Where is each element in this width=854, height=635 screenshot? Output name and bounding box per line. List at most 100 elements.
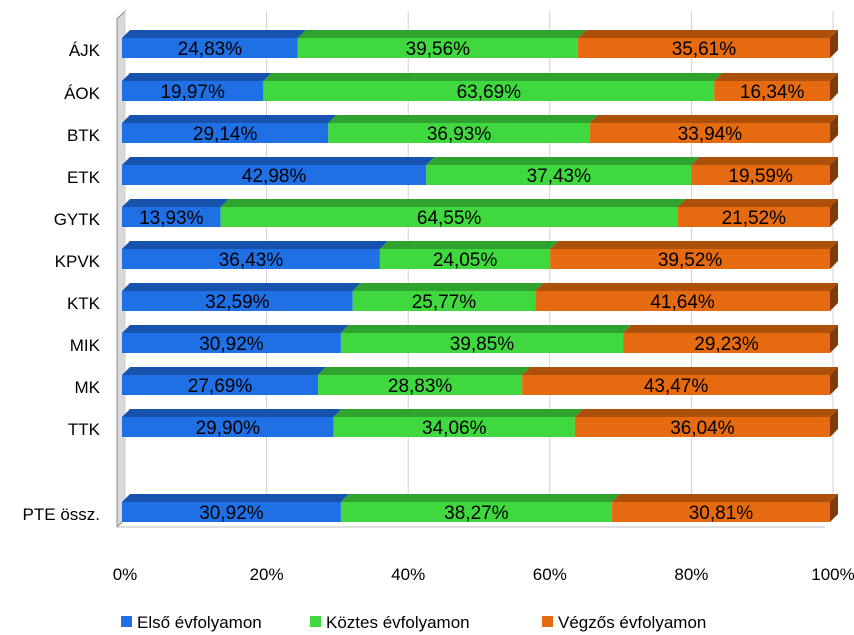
data-label: 37,43% [527, 166, 592, 187]
bar-top-face [328, 115, 598, 123]
bar-top-face [611, 494, 838, 502]
data-label: 25,77% [412, 292, 477, 313]
bar-top-face [714, 73, 838, 81]
bar-top-face [122, 494, 349, 502]
bar-segment [263, 81, 715, 101]
legend-item: Köztes évfolyamon [310, 613, 470, 632]
bar-segment [220, 207, 678, 227]
data-label: 34,06% [422, 418, 487, 439]
x-tick-label: 0% [113, 565, 138, 584]
bar-segment [623, 333, 830, 353]
bar-top-face [340, 494, 620, 502]
bar-top-face [426, 157, 700, 165]
bar-top-face [122, 409, 342, 417]
bar-top-face [297, 30, 586, 38]
bar-segment [122, 502, 341, 522]
legend-label: Első évfolyamon [137, 613, 262, 632]
bar-row: 42,98% 37,43% 19,59% [122, 157, 838, 187]
bar-segment [677, 207, 830, 227]
category-label: KTK [67, 294, 101, 313]
bar-end-face [830, 409, 838, 437]
category-label: BTK [67, 126, 101, 145]
bar-top-face [122, 367, 327, 375]
data-label: 39,56% [406, 39, 471, 60]
bar-segment [714, 81, 830, 101]
category-label: MK [75, 378, 101, 397]
data-label: 35,61% [672, 39, 737, 60]
bar-top-face [691, 157, 838, 165]
x-tick-label: 80% [674, 565, 708, 584]
bar-row: 32,59% 25,77% 41,64% [122, 283, 838, 313]
bar-row: 30,92% 38,27% 30,81% [122, 494, 838, 524]
legend: Első évfolyamon Köztes évfolyamon Végzős é… [121, 613, 706, 632]
bar-segment [577, 38, 830, 58]
bar-segment [522, 375, 830, 395]
legend-swatch [310, 616, 321, 627]
bar-top-face [122, 157, 435, 165]
bar-segment [122, 165, 427, 185]
bar-segment [574, 417, 830, 437]
bar-row: 19,97% 63,69% 16,34% [122, 73, 838, 103]
category-label: KPVK [55, 252, 101, 271]
bar-end-face [830, 199, 838, 227]
data-label: 36,04% [670, 418, 735, 439]
bar-end-face [830, 157, 838, 185]
bar-end-face [829, 367, 838, 395]
category-label: ÁOK [64, 84, 101, 103]
data-label: 30,92% [199, 503, 264, 524]
bar-end-face [830, 30, 838, 58]
data-label: 16,34% [740, 82, 805, 103]
data-label: 19,59% [728, 166, 793, 187]
category-labels: ÁJK ÁOK BTK ETK GYTK KPVK KTK MIK MK TTK PTE össz. [23, 41, 101, 524]
bar-top-face [333, 409, 583, 417]
bar-top-face [340, 325, 632, 333]
bar-end-face [830, 283, 838, 311]
bar-segment [550, 249, 830, 269]
data-label: 39,85% [450, 334, 515, 355]
bar-row: 36,43% 24,05% 39,52% [122, 241, 838, 271]
bar-top-face [522, 367, 838, 375]
data-label: 29,14% [193, 124, 258, 145]
data-label: 24,83% [178, 39, 243, 60]
x-tick-label: 20% [250, 565, 284, 584]
data-label: 41,64% [650, 292, 715, 313]
bar-segment [426, 165, 692, 185]
data-label: 21,52% [722, 208, 787, 229]
bar-top-face [318, 367, 531, 375]
bar-end-face [830, 494, 838, 522]
category-label: TTK [68, 420, 101, 439]
category-label: PTE össz. [23, 505, 100, 524]
bar-segment [122, 249, 380, 269]
data-label: 33,94% [678, 124, 743, 145]
data-label: 63,69% [457, 82, 522, 103]
category-label: GYTK [54, 210, 101, 229]
bar-segment [122, 38, 298, 58]
data-label: 24,05% [433, 250, 498, 271]
bar-segment [333, 417, 575, 437]
bar-segment [379, 249, 551, 269]
bar-segment [122, 375, 319, 395]
bar-end-face [830, 73, 838, 101]
bar-segment [122, 333, 341, 353]
data-label: 30,92% [199, 334, 264, 355]
legend-item: Végzős évfolyamon [542, 613, 706, 632]
bar-top-face [550, 241, 838, 249]
data-label: 29,23% [694, 334, 759, 355]
bar-row: 30,92% 39,85% 29,23% [122, 325, 838, 355]
category-label: MIK [70, 336, 101, 355]
bar-top-face [352, 283, 544, 291]
bar-segment [297, 38, 578, 58]
data-label: 32,59% [205, 292, 270, 313]
data-label: 38,27% [444, 503, 509, 524]
bar-segment [122, 291, 353, 311]
data-label: 29,90% [196, 418, 261, 439]
bar-segment [122, 207, 221, 227]
data-label: 27,69% [188, 376, 253, 397]
bar-segment [691, 165, 830, 185]
bar-segment [535, 291, 830, 311]
bar-top-face [122, 115, 337, 123]
x-tick-label: 100% [811, 565, 854, 584]
bar-row: 27,69% 28,83% 43,47% [122, 367, 838, 397]
legend-label: Köztes évfolyamon [326, 613, 470, 632]
